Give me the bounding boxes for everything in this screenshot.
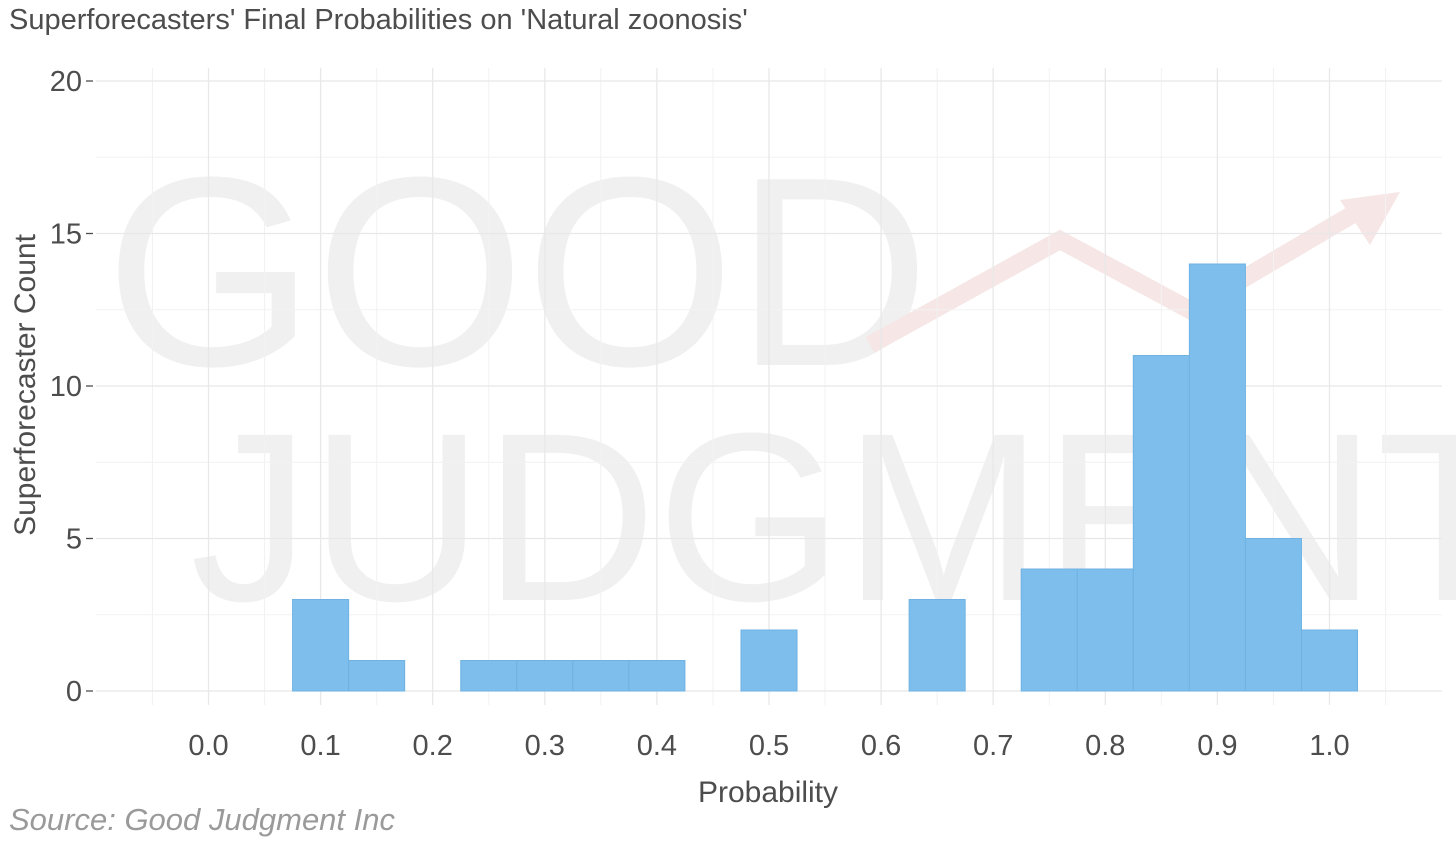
histogram-bar xyxy=(572,660,630,692)
histogram-bar xyxy=(740,629,798,692)
x-axis-title: Probability xyxy=(698,776,838,809)
source-caption: Source: Good Judgment Inc xyxy=(9,802,396,837)
y-tick-label: 15 xyxy=(50,219,82,251)
x-tick-label: 0.4 xyxy=(637,730,677,762)
x-tick-label: 0.5 xyxy=(749,730,789,762)
histogram-bar xyxy=(1244,538,1302,692)
histogram-bar xyxy=(1300,629,1359,692)
histogram-bar xyxy=(292,599,350,692)
y-tick-label: 0 xyxy=(66,676,82,708)
chart-title: Superforecasters' Final Probabilities on… xyxy=(9,4,748,36)
x-tick-label: 0.8 xyxy=(1085,730,1125,762)
y-axis-title: Superforecaster Count xyxy=(9,233,42,535)
histogram-bar xyxy=(628,660,686,692)
watermark-text-good: GOOD xyxy=(105,122,930,423)
watermark-arrowhead-icon xyxy=(1340,192,1400,245)
histogram-bar xyxy=(1188,263,1246,692)
histogram-bar xyxy=(1132,355,1190,692)
y-tick-label: 10 xyxy=(50,371,82,403)
watermark-arrow-icon xyxy=(865,202,1365,353)
x-tick-label: 1.0 xyxy=(1309,730,1349,762)
x-tick-label: 0.3 xyxy=(525,730,565,762)
x-tick-label: 0.7 xyxy=(973,730,1013,762)
histogram-bar xyxy=(516,660,574,692)
x-tick-label: 0.0 xyxy=(188,730,228,762)
x-tick-label: 0.2 xyxy=(413,730,453,762)
histogram-bar xyxy=(1020,568,1078,692)
histogram-bar xyxy=(908,599,966,692)
histogram-bar xyxy=(1076,568,1134,692)
histogram-bar xyxy=(460,660,518,692)
x-tick-label: 0.9 xyxy=(1197,730,1237,762)
x-tick-label: 0.6 xyxy=(861,730,901,762)
x-tick-label: 0.1 xyxy=(300,730,340,762)
histogram-bar xyxy=(348,660,406,692)
y-tick-label: 5 xyxy=(66,524,82,556)
y-tick-label: 20 xyxy=(50,66,82,98)
